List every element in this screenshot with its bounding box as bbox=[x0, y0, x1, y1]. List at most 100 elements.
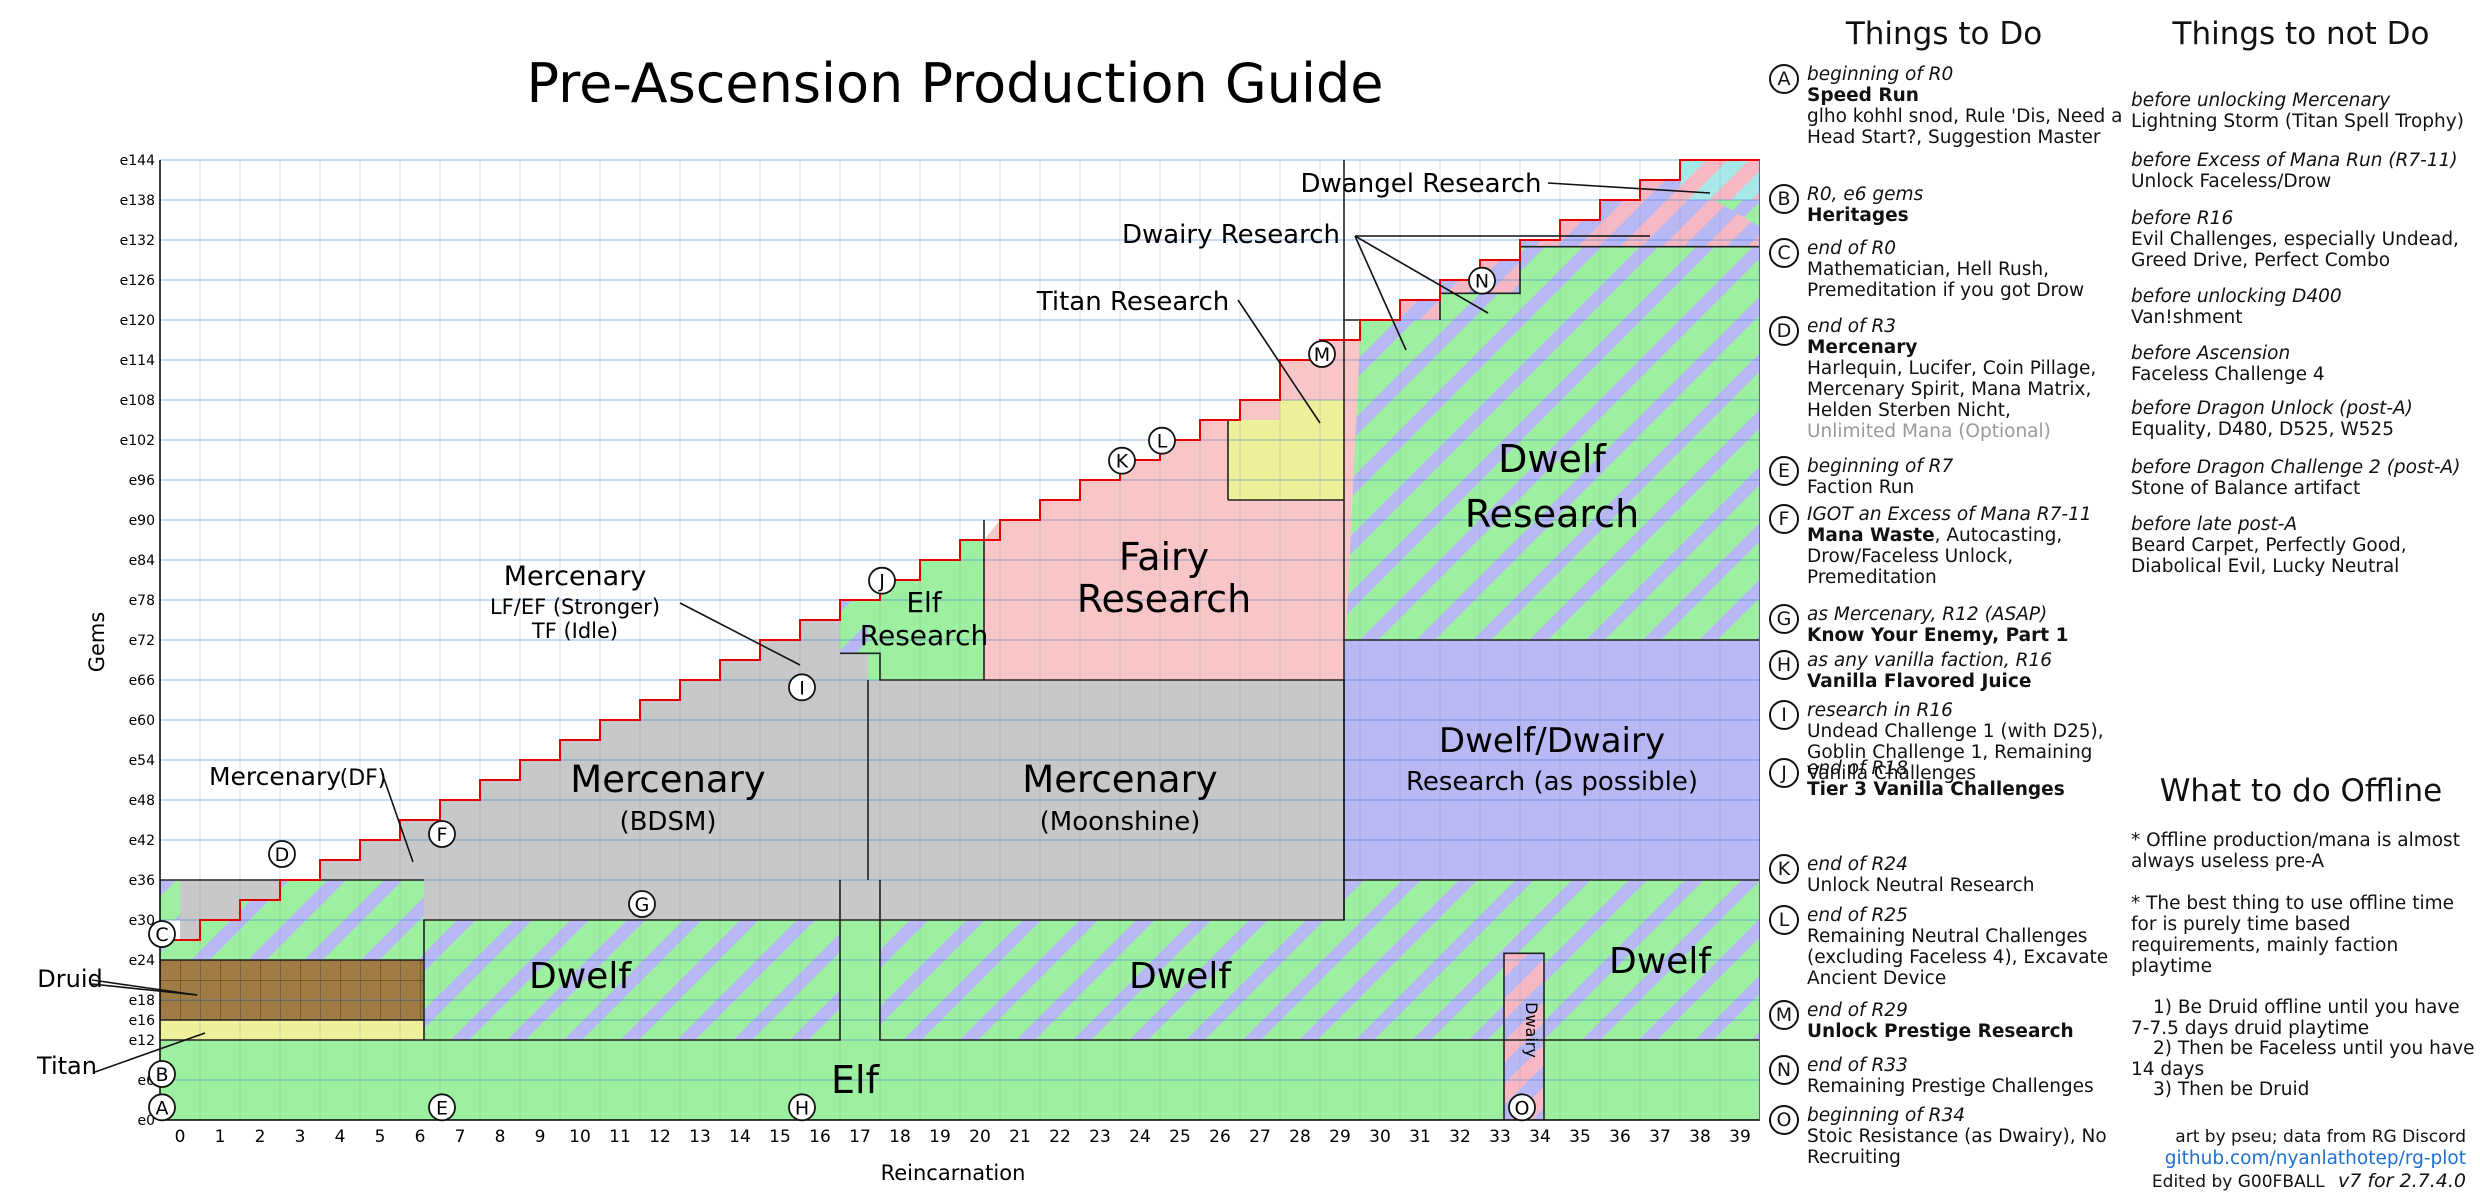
x-tick-11: 11 bbox=[609, 1127, 631, 1147]
not-when: before Dragon Unlock (post-A) bbox=[2131, 398, 2413, 419]
titan-band bbox=[160, 1020, 424, 1040]
credit-link[interactable]: github.com/nyanlathotep/rg-plot bbox=[2164, 1148, 2466, 1169]
dwairy-leader-1 bbox=[1354, 235, 1407, 351]
marker-letter-A: A bbox=[156, 1097, 169, 1119]
not-when: before unlocking Mercenary bbox=[2131, 90, 2391, 111]
marker-A: A bbox=[148, 1093, 176, 1122]
mercenary-region bbox=[180, 620, 1344, 940]
todo-main: Speed Run bbox=[1807, 85, 1919, 106]
todo-marker-J: J bbox=[1769, 758, 1799, 788]
todo-marker-C: C bbox=[1769, 238, 1799, 268]
marker-B: B bbox=[148, 1060, 176, 1088]
not-detail: Van!shment bbox=[2131, 307, 2243, 328]
x-tick-5: 5 bbox=[375, 1127, 386, 1147]
todo-detail: Faction Run bbox=[1807, 477, 1915, 498]
todo-when: beginning of R7 bbox=[1807, 456, 1954, 477]
not-detail: Stone of Balance artifact bbox=[2131, 478, 2361, 499]
todo-detail: Unlock Neutral Research bbox=[1807, 875, 2035, 896]
todo-when: as any vanilla faction, R16 bbox=[1807, 650, 2053, 671]
y-tick-e144: e144 bbox=[120, 153, 155, 169]
x-tick-28: 28 bbox=[1289, 1127, 1311, 1147]
fairy-label-2: Research bbox=[1077, 577, 1251, 621]
not-item-6: before Dragon Challenge 2 (post-A) Stone … bbox=[2131, 457, 2476, 499]
dwelf-dwairy-label-1: Dwelf/Dwairy bbox=[1439, 721, 1665, 761]
marker-letter-F: F bbox=[437, 824, 448, 846]
merc-bdsm-label-2: (BDSM) bbox=[619, 807, 716, 837]
marker-circle-B bbox=[148, 1060, 176, 1088]
marker-circle-I bbox=[788, 673, 816, 702]
marker-circle-L bbox=[1148, 426, 1176, 455]
not-when: before Dragon Challenge 2 (post-A) bbox=[2131, 457, 2461, 478]
y-tick-e18: e18 bbox=[129, 993, 155, 1009]
offline-note-2: * The best thing to use offline time for… bbox=[2131, 893, 2454, 977]
x-tick-19: 19 bbox=[929, 1127, 951, 1147]
y-tick-e126: e126 bbox=[120, 273, 155, 289]
marker-circle-K bbox=[1108, 446, 1136, 475]
todo-when: end of R0 bbox=[1807, 238, 1897, 259]
todo-detail: Undead Challenge 1 (with D25), Goblin Ch… bbox=[1807, 721, 2104, 784]
y-tick-e138: e138 bbox=[120, 193, 155, 209]
x-tick-14: 14 bbox=[729, 1127, 751, 1147]
todo-detail: Stoic Resistance (as Dwairy), No Recruit… bbox=[1807, 1126, 2107, 1168]
todo-when: IGOT an Excess of Mana R7-11 bbox=[1807, 504, 2092, 525]
y-tick-e78: e78 bbox=[129, 593, 155, 609]
y-tick-e16: e16 bbox=[129, 1013, 156, 1029]
elf-research-label-1: Elf bbox=[906, 586, 942, 619]
not-item-4: before Ascension Faceless Challenge 4 bbox=[2131, 343, 2476, 385]
todo-detail: , Autocasting, Drow/Faceless Unlock, Pre… bbox=[1807, 525, 2063, 588]
not-when: before unlocking D400 bbox=[2131, 286, 2342, 307]
marker-J: J bbox=[868, 566, 896, 595]
elf-label: Elf bbox=[831, 1058, 881, 1102]
todo-marker-I: I bbox=[1769, 700, 1799, 730]
dwelf-right-label: Dwelf bbox=[1609, 941, 1712, 982]
x-tick-12: 12 bbox=[649, 1127, 671, 1147]
x-tick-23: 23 bbox=[1089, 1127, 1111, 1147]
offline-step-1: 1) Be Druid offline until you have 7-7.5… bbox=[2131, 997, 2460, 1039]
things-to-do-title: Things to Do bbox=[1845, 16, 2043, 52]
titan-research-callout: Titan Research bbox=[1036, 287, 1229, 317]
y-tick-e36: e36 bbox=[129, 873, 156, 889]
y-tick-e0: e0 bbox=[137, 1113, 155, 1129]
todo-when: beginning of R0 bbox=[1807, 64, 1954, 85]
elf-research-label-2: Research bbox=[860, 619, 988, 652]
x-tick-7: 7 bbox=[455, 1127, 466, 1147]
not-item-5: before Dragon Unlock (post-A) Equality, D… bbox=[2131, 398, 2476, 440]
marker-letter-I: I bbox=[799, 677, 805, 699]
marker-G: G bbox=[628, 890, 656, 918]
druid-leader-2 bbox=[91, 983, 198, 996]
dwairy-strip-outline bbox=[1503, 952, 1545, 1120]
todo-marker-H: H bbox=[1769, 650, 1799, 680]
titan-research-leader bbox=[1237, 299, 1321, 424]
marker-circle-G bbox=[628, 890, 656, 918]
x-tick-36: 36 bbox=[1609, 1127, 1631, 1147]
todo-main: Unlock Prestige Research bbox=[1807, 1021, 2074, 1042]
x-tick-39: 39 bbox=[1729, 1127, 1751, 1147]
y-tick-e72: e72 bbox=[129, 633, 155, 649]
not-when: before R16 bbox=[2131, 208, 2234, 229]
x-tick-13: 13 bbox=[689, 1127, 711, 1147]
y-axis-label: Gems bbox=[85, 612, 109, 673]
todo-when: R0, e6 gems bbox=[1807, 184, 1924, 205]
x-tick-10: 10 bbox=[569, 1127, 591, 1147]
todo-when: research in R16 bbox=[1807, 700, 1953, 721]
todo-main: Vanilla Flavored Juice bbox=[1807, 671, 2032, 692]
marker-circle-N bbox=[1468, 266, 1496, 295]
todo-marker-E: E bbox=[1769, 456, 1799, 486]
not-when: before Ascension bbox=[2131, 343, 2291, 364]
marker-circle-H bbox=[788, 1093, 816, 1122]
todo-optional: Unlimited Mana (Optional) bbox=[1807, 421, 2051, 442]
todo-when: beginning of R34 bbox=[1807, 1105, 1966, 1126]
x-tick-17: 17 bbox=[849, 1127, 871, 1147]
marker-letter-N: N bbox=[1475, 271, 1489, 293]
dwairy-strip-label: Dwairy bbox=[1522, 1002, 1541, 1058]
dwairy-step bbox=[1439, 245, 1760, 320]
marker-letter-K: K bbox=[1116, 451, 1129, 473]
outlines-layer bbox=[160, 160, 1760, 1120]
axes-layer: 0 1 2 3 4 5 6 7 8 9 10 11 12 13 14 15 16 17 18 19 20 21 22 23 24… bbox=[120, 153, 1760, 1147]
x-tick-32: 32 bbox=[1449, 1127, 1471, 1147]
marker-circle-D bbox=[268, 840, 296, 868]
frontier-line bbox=[160, 159, 1760, 1120]
todo-when: end of R33 bbox=[1807, 1055, 1908, 1076]
x-tick-27: 27 bbox=[1249, 1127, 1271, 1147]
x-tick-24: 24 bbox=[1129, 1127, 1151, 1147]
